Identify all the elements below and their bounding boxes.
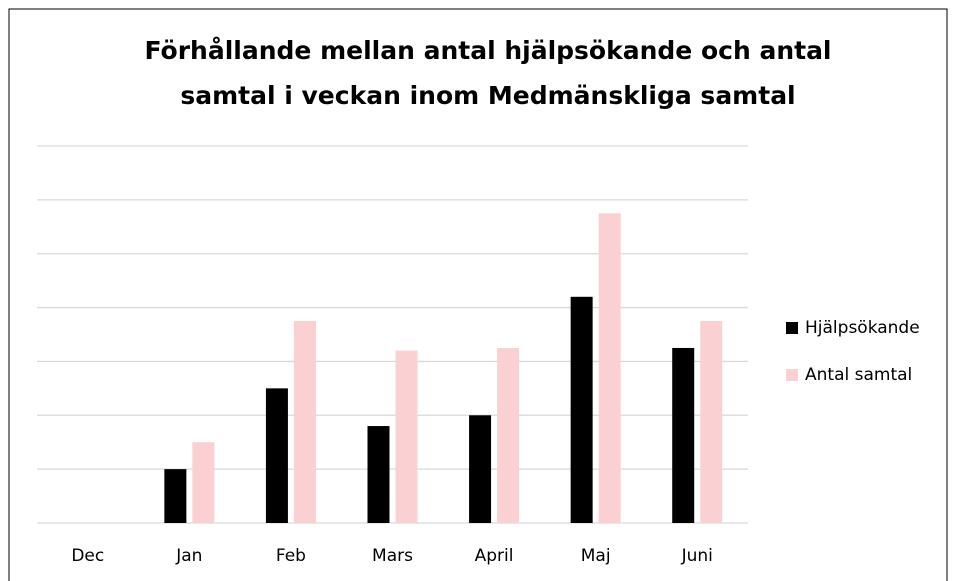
legend-label: Antal samtal xyxy=(805,365,912,385)
legend-label: Hjälpsökande xyxy=(805,318,920,338)
bar xyxy=(192,442,215,523)
bar xyxy=(469,415,492,523)
chart-title: Förhållande mellan antal hjälpsökande oc… xyxy=(144,36,831,65)
x-tick-label: Jan xyxy=(175,546,202,566)
bar xyxy=(672,347,695,523)
bar xyxy=(265,388,288,523)
x-tick-label: April xyxy=(475,546,514,566)
x-tick-label: Mars xyxy=(372,546,413,566)
legend-swatch xyxy=(786,369,798,381)
x-tick-label: Feb xyxy=(276,546,306,566)
legend-swatch xyxy=(786,322,798,334)
bar xyxy=(164,469,187,523)
bar xyxy=(598,213,621,524)
x-tick-label: Maj xyxy=(581,546,611,566)
bar xyxy=(293,321,316,523)
x-tick-label: Dec xyxy=(71,546,104,566)
bar xyxy=(700,321,723,523)
bar xyxy=(395,350,418,523)
bar xyxy=(570,296,593,523)
x-tick-label: Juni xyxy=(681,546,713,566)
bar xyxy=(497,347,520,523)
bar xyxy=(367,426,390,523)
chart-title: samtal i veckan inom Medmänskliga samtal xyxy=(180,81,795,110)
